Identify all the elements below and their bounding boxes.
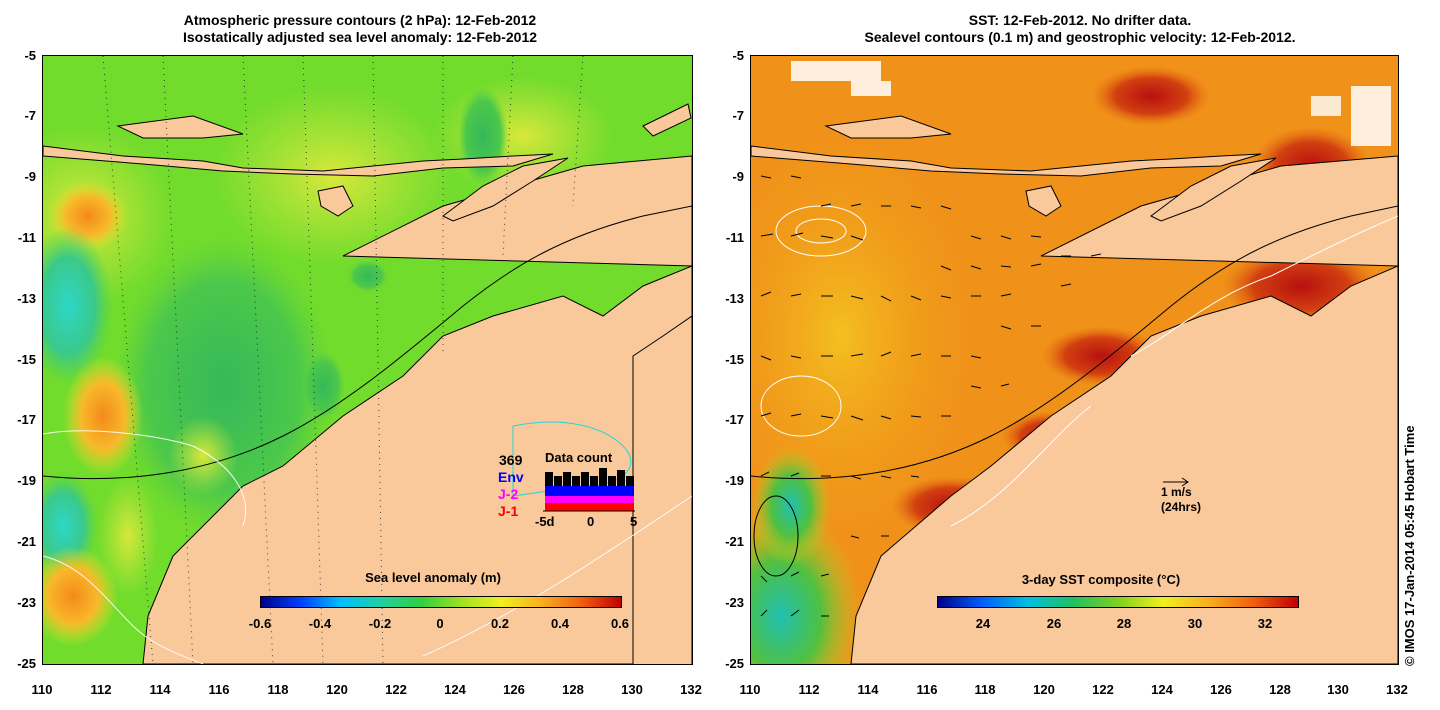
data-count-j1: J-1 bbox=[498, 503, 519, 519]
right-title-line2: Sealevel contours (0.1 m) and geostrophi… bbox=[864, 29, 1296, 45]
x-tick: 116 bbox=[916, 682, 938, 697]
y-tick: -11 bbox=[725, 230, 744, 245]
x-tick: 114 bbox=[857, 682, 879, 697]
y-tick: -19 bbox=[17, 473, 36, 488]
x-tick: 120 bbox=[1033, 682, 1055, 697]
y-tick: -21 bbox=[17, 534, 36, 549]
data-count-axis-0: 0 bbox=[587, 514, 595, 529]
left-title-line1: Atmospheric pressure contours (2 hPa): 1… bbox=[183, 12, 537, 28]
data-count-axis-5: 5 bbox=[630, 514, 638, 529]
x-tick: 128 bbox=[562, 682, 584, 697]
sst-colorbar-label: 30 bbox=[1187, 616, 1203, 631]
right-panel-title: SST: 12-Feb-2012. No drifter data. Seale… bbox=[820, 12, 1340, 46]
x-tick: 114 bbox=[149, 682, 171, 697]
x-tick: 112 bbox=[798, 682, 820, 697]
data-count-overlap: 369 bbox=[499, 452, 523, 468]
sst-colorbar bbox=[937, 596, 1299, 608]
sla-colorbar-label: -0.2 bbox=[368, 616, 392, 631]
x-tick: 132 bbox=[680, 682, 702, 697]
y-tick: -15 bbox=[17, 352, 36, 367]
y-tick: -25 bbox=[725, 656, 744, 671]
y-tick: -7 bbox=[24, 108, 36, 123]
sla-colorbar-label: -0.6 bbox=[248, 616, 272, 631]
y-tick: -25 bbox=[17, 656, 36, 671]
sla-colorbar-label: 0.6 bbox=[610, 616, 630, 631]
x-tick: 118 bbox=[267, 682, 289, 697]
data-count-title: Data count bbox=[545, 450, 613, 465]
y-tick: -23 bbox=[17, 595, 36, 610]
x-tick: 130 bbox=[621, 682, 643, 697]
left-panel-title: Atmospheric pressure contours (2 hPa): 1… bbox=[150, 12, 570, 46]
histogram-bars bbox=[545, 468, 634, 511]
sla-colorbar-title: Sea level anomaly (m) bbox=[365, 570, 501, 585]
velocity-scale-sublabel: (24hrs) bbox=[1161, 500, 1202, 514]
sst-colorbar-title: 3-day SST composite (°C) bbox=[1021, 572, 1181, 587]
x-tick: 130 bbox=[1327, 682, 1349, 697]
data-count-env: Env bbox=[498, 469, 524, 485]
x-tick: 126 bbox=[503, 682, 525, 697]
x-tick: 122 bbox=[1092, 682, 1114, 697]
y-tick: -21 bbox=[725, 534, 744, 549]
pressure-contours bbox=[43, 205, 692, 480]
y-tick: -7 bbox=[732, 108, 744, 123]
x-tick: 116 bbox=[208, 682, 230, 697]
sla-colorbar-label: 0 bbox=[436, 616, 444, 631]
y-tick: -11 bbox=[17, 230, 36, 245]
imos-credit: © IMOS 17-Jan-2014 05:45 Hobart Time bbox=[1402, 425, 1417, 666]
y-tick: -13 bbox=[725, 291, 744, 306]
y-tick: -5 bbox=[24, 48, 36, 63]
sst-map[interactable]: 1 m/s (24hrs) 3-day SST composite (°C) 2… bbox=[750, 55, 1399, 665]
y-tick: -9 bbox=[732, 169, 744, 184]
sla-colorbar-label: -0.4 bbox=[308, 616, 332, 631]
sla-colorbar-label: 0.2 bbox=[490, 616, 510, 631]
sea-level-anomaly-map[interactable]: 369 Env J-2 J-1 Data count -5d bbox=[42, 55, 693, 665]
x-tick: 110 bbox=[739, 682, 761, 697]
y-tick: -9 bbox=[24, 169, 36, 184]
data-count-axis-minus5: -5d bbox=[535, 514, 555, 529]
y-tick: -19 bbox=[725, 473, 744, 488]
x-tick: 120 bbox=[326, 682, 348, 697]
y-tick: -17 bbox=[17, 412, 36, 427]
y-tick: -23 bbox=[725, 595, 744, 610]
sst-field bbox=[751, 56, 1398, 664]
sla-colorbar-label: 0.4 bbox=[550, 616, 570, 631]
y-tick: -17 bbox=[725, 412, 744, 427]
x-tick: 118 bbox=[974, 682, 996, 697]
velocity-arrows bbox=[760, 175, 1102, 617]
x-tick: 132 bbox=[1386, 682, 1408, 697]
y-tick: -5 bbox=[732, 48, 744, 63]
y-tick: -13 bbox=[17, 291, 36, 306]
data-count-histogram bbox=[543, 468, 635, 512]
x-tick: 122 bbox=[385, 682, 407, 697]
x-tick: 112 bbox=[90, 682, 112, 697]
right-title-line1: SST: 12-Feb-2012. No drifter data. bbox=[968, 12, 1192, 28]
left-title-line2: Isostatically adjusted sea level anomaly… bbox=[182, 29, 538, 45]
x-tick: 124 bbox=[1151, 682, 1173, 697]
velocity-scale-label: 1 m/s bbox=[1161, 485, 1192, 499]
y-tick: -15 bbox=[725, 352, 744, 367]
sst-colorbar-label: 24 bbox=[975, 616, 991, 631]
data-count-j2: J-2 bbox=[498, 486, 519, 502]
sea-level-field bbox=[43, 56, 692, 664]
x-tick: 110 bbox=[31, 682, 53, 697]
sst-colorbar-label: 32 bbox=[1257, 616, 1273, 631]
sst-colorbar-label: 28 bbox=[1116, 616, 1132, 631]
sst-colorbar-label: 26 bbox=[1046, 616, 1062, 631]
velocity-scale-arrow bbox=[1163, 477, 1189, 487]
sla-colorbar bbox=[260, 596, 622, 608]
x-tick: 124 bbox=[444, 682, 466, 697]
x-tick: 126 bbox=[1210, 682, 1232, 697]
x-tick: 128 bbox=[1269, 682, 1291, 697]
